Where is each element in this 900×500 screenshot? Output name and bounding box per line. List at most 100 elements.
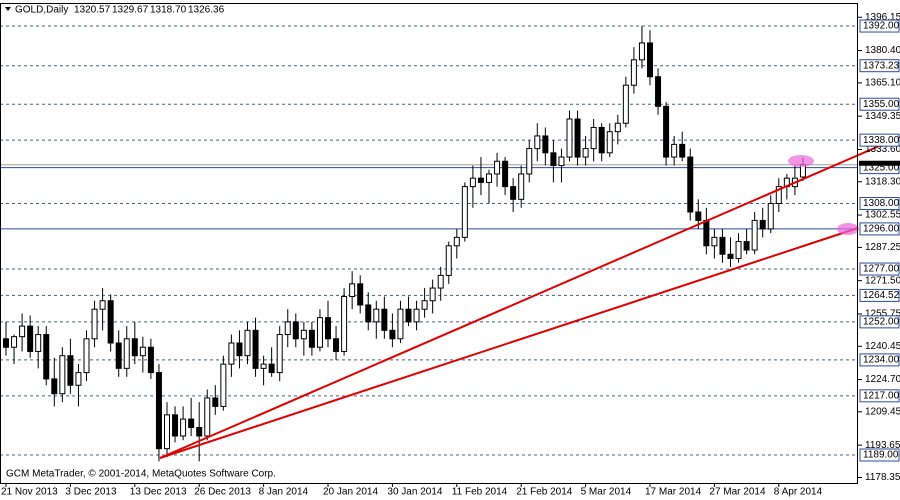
candle-body <box>139 346 146 357</box>
y-tick-label: 1333.60 <box>865 144 900 155</box>
candle-body <box>188 418 195 429</box>
trend-line <box>159 136 900 459</box>
candle-body <box>67 355 74 386</box>
axis-layer: 1396.15 1380.40 1365.10 1349.35 1333.60 1318.… <box>1 12 900 498</box>
candle-body <box>486 173 492 183</box>
candle-body <box>276 334 283 374</box>
candle-body <box>647 42 653 78</box>
candle-body <box>671 143 678 158</box>
candle-body <box>164 414 170 450</box>
candle-body <box>461 186 468 238</box>
y-tick-label: 1209.45 <box>865 406 900 417</box>
candle-body <box>292 321 299 340</box>
candle-body <box>759 219 766 230</box>
ohlc-low: 1318.70 <box>150 5 187 16</box>
y-tick-label: 1271.50 <box>865 275 900 286</box>
x-tick-label: 5 Mar 2014 <box>581 487 632 498</box>
candle-body <box>413 308 420 323</box>
candle-body <box>437 274 444 289</box>
y-tick-label: 1302.55 <box>865 210 900 221</box>
candle-body <box>147 346 154 374</box>
candle-body <box>614 122 621 133</box>
candle-body <box>453 236 460 247</box>
candle-body <box>542 135 549 154</box>
level-label: 1234.00 <box>863 355 900 366</box>
level-label: 1325.00 <box>863 162 900 173</box>
x-tick-label: 3 Dec 2013 <box>65 487 117 498</box>
candle-body <box>445 245 452 276</box>
x-tick-label: 17 Mar 2014 <box>645 487 702 498</box>
y-tick-label: 1287.25 <box>865 242 900 253</box>
y-tick-label: 1193.65 <box>865 440 900 451</box>
candle-body <box>526 148 533 175</box>
candle-body <box>510 186 517 200</box>
y-tick-label: 1240.45 <box>865 341 900 352</box>
level-label: 1373.23 <box>863 60 900 71</box>
candle-body <box>357 283 364 306</box>
candle-body <box>373 308 380 323</box>
candle-body <box>630 59 637 86</box>
candle-body <box>751 219 758 251</box>
y-tick-label: 1255.75 <box>865 309 900 320</box>
candle-body <box>622 84 629 124</box>
trend-line <box>159 227 859 459</box>
level-label-box <box>859 262 900 276</box>
level-label: 1308.00 <box>863 198 900 209</box>
candle-body <box>389 329 396 340</box>
candle-body <box>3 338 9 348</box>
candle-body <box>51 378 58 395</box>
candle-body <box>341 296 348 352</box>
candle-body <box>582 148 589 158</box>
candle-body <box>687 156 694 213</box>
candle-body <box>494 160 501 175</box>
y-tick-label: 1396.15 <box>865 12 900 23</box>
candle-body <box>35 334 42 352</box>
candle-body <box>59 355 66 395</box>
level-label-box <box>859 59 900 73</box>
candle-body <box>566 118 573 158</box>
x-tick-label: 13 Dec 2013 <box>130 487 187 498</box>
candle-body <box>349 283 356 298</box>
x-tick-label: 27 Mar 2014 <box>709 487 766 498</box>
candle-body <box>663 105 670 158</box>
level-label-box <box>859 315 900 329</box>
candle-body <box>534 135 541 150</box>
candle-body <box>316 317 323 348</box>
level-label-box <box>859 133 900 147</box>
candle-body <box>204 397 211 437</box>
level-label: 1217.00 <box>863 390 900 401</box>
candle-body <box>43 334 50 380</box>
candle-body <box>99 300 106 310</box>
x-tick-label: 8 Apr 2014 <box>774 487 823 498</box>
y-tick-label: 1349.35 <box>865 111 900 122</box>
level-label: 1338.00 <box>863 135 900 146</box>
x-tick-label: 30 Jan 2014 <box>387 487 442 498</box>
candle-body <box>638 42 645 61</box>
candle-body <box>767 203 774 230</box>
candle-body <box>719 236 726 255</box>
level-label: 1189.00 <box>863 450 899 461</box>
level-label-box <box>859 197 900 211</box>
x-tick-label: 20 Jan 2014 <box>323 487 378 498</box>
candle-body <box>123 338 130 369</box>
candle-body <box>83 338 90 374</box>
candle-body <box>75 372 82 386</box>
candle-body <box>775 186 782 205</box>
level-label-box <box>859 222 900 236</box>
candle-body <box>284 321 291 336</box>
level-label: 1277.00 <box>863 264 900 275</box>
candle-body <box>469 177 476 188</box>
candle-body <box>268 363 275 374</box>
x-tick-label: 8 Jan 2014 <box>259 487 309 498</box>
y-tick-label: 1380.40 <box>865 45 900 56</box>
candle-body <box>703 219 710 247</box>
candle-body <box>574 118 581 158</box>
candle-body <box>606 131 613 154</box>
candle-body <box>421 300 428 310</box>
candle-body <box>228 342 235 365</box>
candle-body <box>502 160 509 188</box>
x-tick-label: 21 Feb 2014 <box>516 487 573 498</box>
grid-layer <box>0 25 858 456</box>
candle-body <box>252 329 259 369</box>
candle-body <box>244 329 251 357</box>
